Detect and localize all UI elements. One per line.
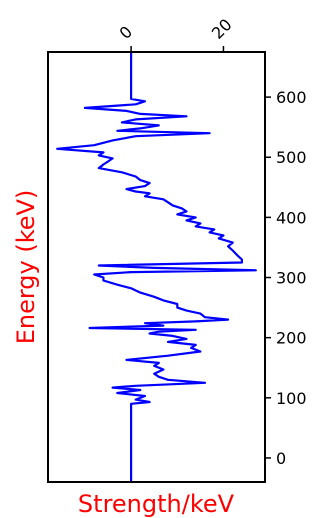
plot-frame bbox=[47, 51, 266, 483]
x-axis-title: Strength/keV bbox=[78, 490, 235, 518]
y-axis-title: Energy (keV) bbox=[12, 190, 40, 345]
y-tick-label: 300 bbox=[276, 269, 307, 288]
y-axis-ticks: 0 100 200 300 400 500 600 bbox=[265, 88, 307, 468]
x-tick-label: 20 bbox=[208, 15, 236, 43]
y-tick-label: 500 bbox=[276, 148, 307, 167]
y-tick-label: 400 bbox=[276, 208, 307, 227]
y-tick-label: 200 bbox=[276, 329, 307, 348]
y-tick-label: 100 bbox=[276, 389, 307, 408]
plot-area bbox=[56, 52, 257, 482]
y-tick-label: 0 bbox=[276, 449, 286, 468]
strength-line bbox=[56, 52, 257, 482]
y-tick-label: 600 bbox=[276, 88, 307, 107]
x-tick-label: 0 bbox=[115, 22, 136, 43]
x-axis-ticks: 0 20 bbox=[115, 15, 236, 52]
